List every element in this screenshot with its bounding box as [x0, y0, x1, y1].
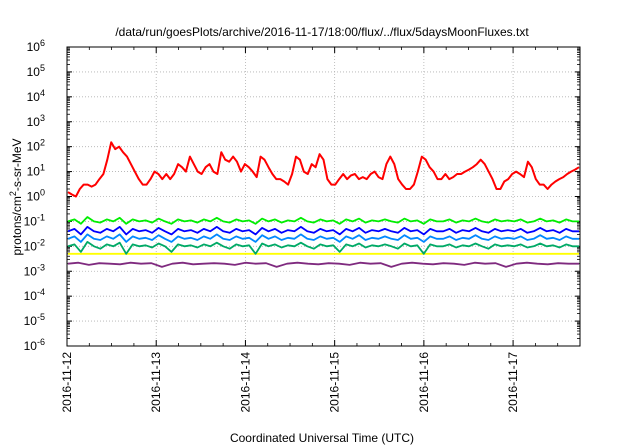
- series-line-purple: [67, 261, 579, 268]
- y-tick-label: 101: [27, 163, 45, 179]
- axis-ticks: [66, 46, 580, 347]
- chart-title: /data/run/goesPlots/archive/2016-11-17/1…: [115, 25, 529, 39]
- series-line-blue2: [67, 233, 579, 243]
- y-tick-label: 102: [27, 138, 45, 154]
- x-tick-label: 2016-11-12: [60, 352, 74, 413]
- series-line-red: [67, 141, 580, 198]
- y-tick-label: 10-4: [24, 287, 45, 303]
- y-tick-label: 106: [27, 38, 45, 54]
- series-line-teal: [67, 241, 579, 255]
- y-tick-labels: 106 105 104 103 102 101 100 10-1 10-2 10-3 10-4 10-…: [24, 38, 45, 353]
- x-tick-labels: 2016-11-12 2016-11-13 2016-11-14 2016-11-15…: [60, 352, 520, 413]
- y-tick-label: 10-3: [24, 262, 45, 278]
- series-line-blue: [67, 226, 579, 236]
- y-axis-label: protons/cm2-s-sr-MeV: [8, 138, 24, 255]
- x-tick-label: 2016-11-17: [506, 352, 520, 413]
- plot-frame: [66, 46, 581, 347]
- x-tick-label: 2016-11-16: [417, 352, 431, 413]
- y-tick-label: 10-2: [24, 237, 45, 253]
- y-tick-label: 10-1: [24, 212, 45, 228]
- x-tick-label: 2016-11-15: [328, 352, 342, 413]
- x-tick-label: 2016-11-14: [238, 352, 252, 413]
- grid: [67, 47, 580, 346]
- y-tick-label: 103: [27, 113, 45, 129]
- x-tick-label: 2016-11-13: [149, 352, 163, 413]
- series-line-green: [67, 216, 579, 225]
- y-tick-label: 104: [27, 88, 45, 104]
- y-tick-label: 10-6: [24, 337, 45, 353]
- x-axis-label: Coordinated Universal Time (UTC): [230, 431, 414, 445]
- y-tick-label: 10-5: [24, 312, 45, 328]
- y-tick-label: 105: [27, 63, 45, 79]
- y-tick-label: 100: [27, 188, 45, 204]
- series-group: [67, 141, 580, 268]
